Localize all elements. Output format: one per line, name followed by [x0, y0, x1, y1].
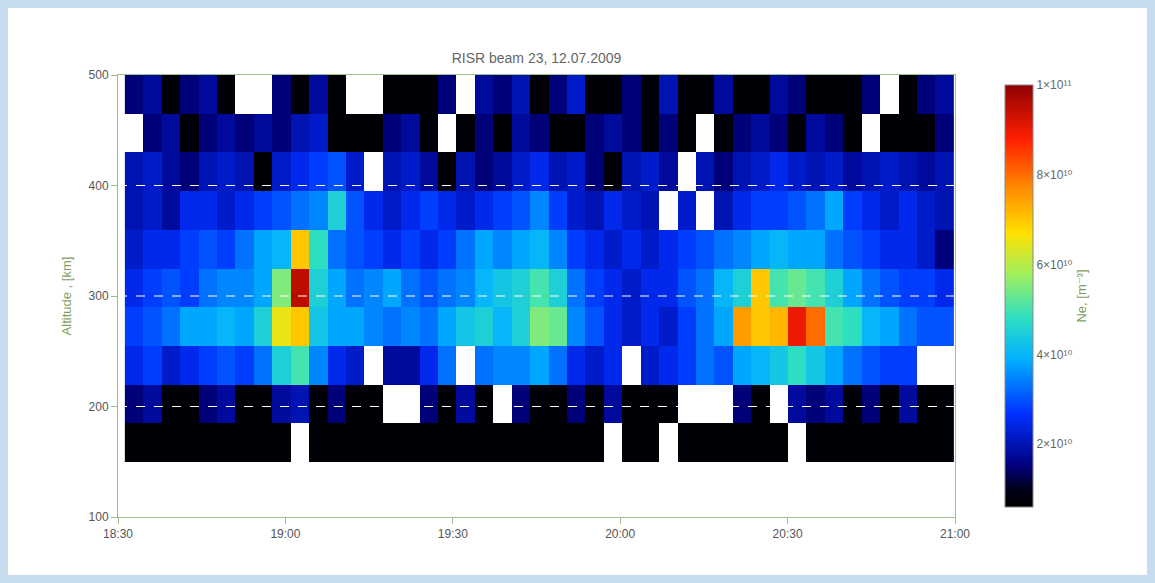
svg-text:1×10¹¹: 1×10¹¹	[1036, 78, 1071, 92]
svg-text:Ne, [m⁻³]: Ne, [m⁻³]	[1074, 269, 1089, 322]
svg-text:18:30: 18:30	[103, 527, 133, 541]
svg-text:300: 300	[89, 289, 109, 303]
svg-text:19:00: 19:00	[270, 527, 300, 541]
svg-text:500: 500	[89, 68, 109, 82]
svg-text:20:30: 20:30	[773, 527, 803, 541]
svg-text:2×10¹⁰: 2×10¹⁰	[1036, 437, 1072, 451]
svg-text:100: 100	[89, 510, 109, 524]
svg-text:200: 200	[89, 400, 109, 414]
svg-text:21:00: 21:00	[940, 527, 970, 541]
svg-text:4×10¹⁰: 4×10¹⁰	[1036, 348, 1072, 362]
svg-text:Altitude , [km]: Altitude , [km]	[59, 257, 74, 336]
svg-text:400: 400	[89, 179, 109, 193]
svg-text:20:00: 20:00	[605, 527, 635, 541]
svg-text:19:30: 19:30	[438, 527, 468, 541]
svg-text:6×10¹⁰: 6×10¹⁰	[1036, 258, 1072, 272]
svg-text:8×10¹⁰: 8×10¹⁰	[1036, 168, 1072, 182]
svg-text:RISR beam 23, 12.07.2009: RISR beam 23, 12.07.2009	[452, 50, 622, 66]
